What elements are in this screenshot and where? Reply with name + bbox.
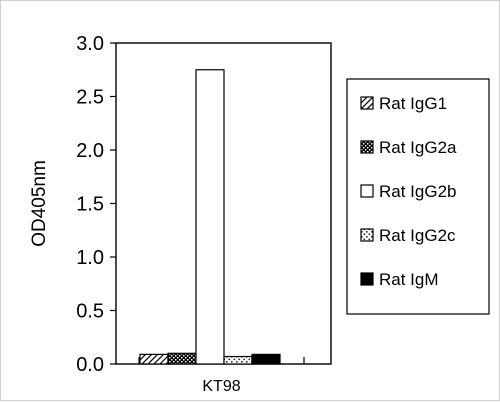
legend-label: Rat IgG2b	[379, 182, 457, 201]
y-tick-label: 1.0	[76, 247, 104, 269]
legend-label: Rat IgG2c	[379, 226, 456, 245]
bar-rat-igg2c	[223, 355, 253, 365]
legend-swatch	[360, 96, 374, 110]
legend-swatch	[360, 140, 374, 154]
y-tick-label: 0.0	[76, 354, 104, 376]
legend-label: Rat IgG2a	[379, 138, 457, 157]
bar-rat-igm	[251, 353, 281, 365]
bar-rat-igg2a	[167, 352, 197, 365]
legend-label: Rat IgG1	[379, 94, 447, 113]
y-tick-label: 3.0	[76, 33, 104, 55]
x-category-label: KT98	[202, 378, 240, 395]
bar-rat-igg2b	[195, 69, 225, 365]
y-tick-label: 2.5	[76, 87, 104, 109]
legend-swatch	[360, 272, 374, 286]
legend-swatch	[360, 228, 374, 242]
y-axis-title: OD405nm	[29, 160, 50, 247]
bar-rat-igg1	[139, 353, 169, 365]
y-tick-label: 0.5	[76, 301, 104, 323]
legend-label: Rat IgM	[379, 270, 439, 289]
y-tick-label: 2.0	[76, 140, 104, 162]
legend-swatch	[360, 184, 374, 198]
y-tick-label: 1.5	[76, 194, 104, 216]
